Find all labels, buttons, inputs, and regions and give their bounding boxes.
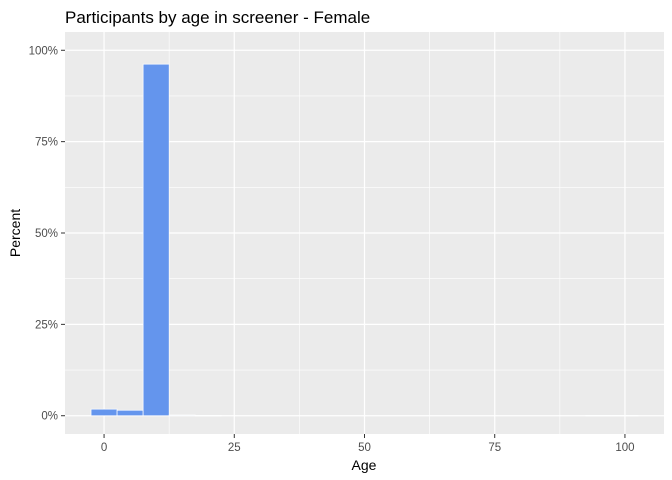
x-axis: 0 25 50 75 100 <box>101 434 635 454</box>
x-tick-label: 75 <box>488 442 501 454</box>
x-tick-label: 25 <box>228 442 241 454</box>
histogram-bar <box>611 415 639 417</box>
histogram-bar <box>116 409 144 417</box>
y-tick-label: 100% <box>29 45 58 57</box>
histogram-bar <box>194 415 222 417</box>
x-axis-title: Age <box>352 457 377 473</box>
y-tick-label: 50% <box>35 228 58 240</box>
bars <box>90 63 639 417</box>
y-tick-label: 25% <box>35 319 58 331</box>
x-tick-label: 50 <box>358 442 371 454</box>
histogram-bar <box>585 415 613 417</box>
histogram-bar <box>142 63 170 417</box>
chart-title: Participants by age in screener - Female <box>65 8 370 27</box>
histogram-bar <box>90 408 118 417</box>
x-tick-label: 100 <box>615 442 634 454</box>
histogram-bar <box>168 414 196 417</box>
x-tick-label: 0 <box>101 442 107 454</box>
y-axis: 0% 25% 50% 75% 100% <box>29 45 65 423</box>
y-axis-title: Percent <box>7 209 23 257</box>
y-tick-label: 75% <box>35 137 58 149</box>
y-tick-label: 0% <box>41 411 58 423</box>
